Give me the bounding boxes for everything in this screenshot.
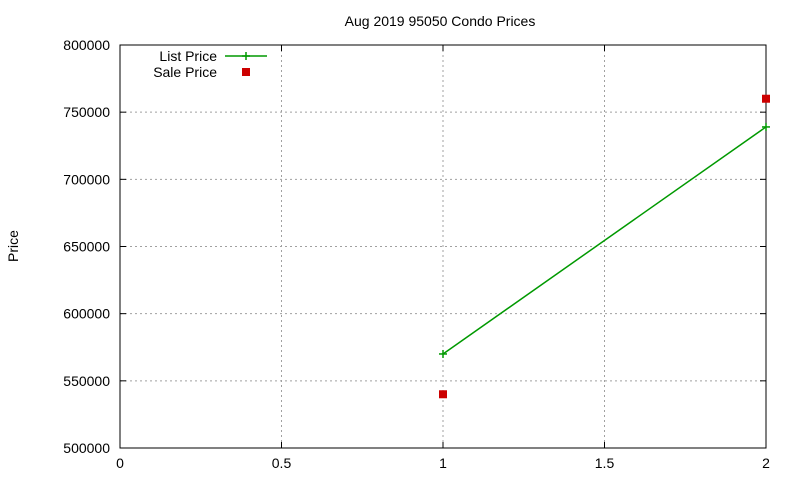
y-tick-label: 750000 bbox=[63, 104, 110, 120]
legend-marker-list-price bbox=[242, 52, 250, 60]
list-price-point bbox=[439, 349, 447, 358]
y-tick-label: 700000 bbox=[63, 171, 110, 187]
legend-marker-sale-price bbox=[242, 68, 250, 76]
y-tick-label: 500000 bbox=[63, 440, 110, 456]
grid-lines bbox=[120, 45, 766, 448]
plot-border bbox=[119, 44, 767, 449]
x-tick-label: 1.5 bbox=[595, 455, 615, 471]
legend-label-list-price: List Price bbox=[159, 48, 217, 64]
x-tick-label: 0.5 bbox=[272, 455, 292, 471]
sale-price-point bbox=[762, 94, 770, 103]
y-tick-label: 600000 bbox=[63, 306, 110, 322]
list-price-point bbox=[762, 122, 770, 131]
y-tick-label: 550000 bbox=[63, 373, 110, 389]
chart-title: Aug 2019 95050 Condo Prices bbox=[345, 13, 536, 29]
series-marks bbox=[439, 94, 770, 399]
x-tick-label: 2 bbox=[762, 455, 770, 471]
y-axis-label: Price bbox=[5, 230, 21, 262]
axes: 0 0.5 1 1.5 2 500000 550000 600000 650000 700000 7… bbox=[63, 37, 770, 471]
legend-label-sale-price: Sale Price bbox=[153, 64, 217, 80]
list-price-line bbox=[442, 126, 767, 355]
y-tick-label: 800000 bbox=[63, 37, 110, 53]
x-tick-label: 1 bbox=[439, 455, 447, 471]
y-tick-label: 650000 bbox=[63, 239, 110, 255]
sale-price-point bbox=[439, 390, 447, 399]
x-tick-label: 0 bbox=[116, 455, 124, 471]
